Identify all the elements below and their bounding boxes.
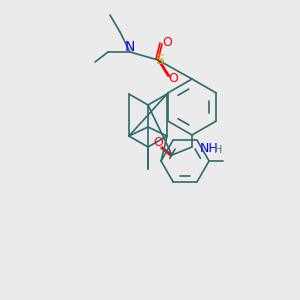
Text: S: S xyxy=(156,53,164,67)
Text: H: H xyxy=(214,145,222,155)
Text: O: O xyxy=(153,136,163,149)
Text: O: O xyxy=(162,35,172,49)
Text: O: O xyxy=(168,71,178,85)
Text: NH: NH xyxy=(200,142,219,155)
Text: N: N xyxy=(125,40,135,54)
